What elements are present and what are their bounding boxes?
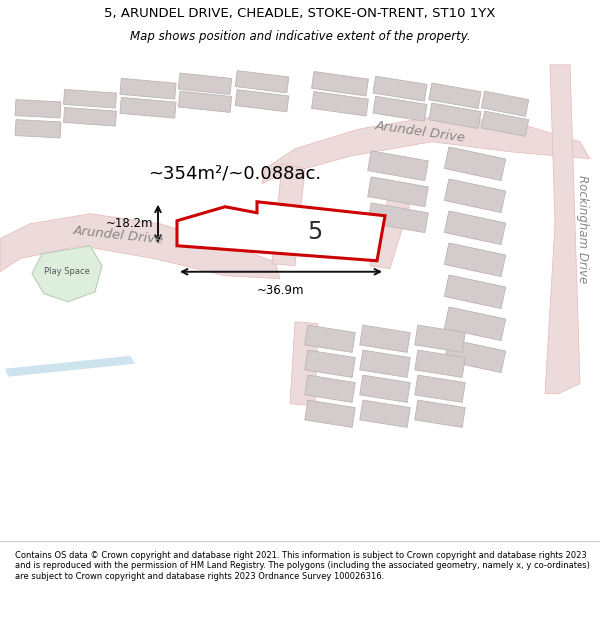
- Polygon shape: [481, 91, 529, 116]
- Text: ~36.9m: ~36.9m: [257, 284, 305, 297]
- Polygon shape: [305, 325, 355, 352]
- Polygon shape: [177, 202, 385, 261]
- Polygon shape: [415, 400, 465, 428]
- Polygon shape: [305, 375, 355, 402]
- Text: 5: 5: [307, 220, 323, 244]
- Polygon shape: [373, 76, 427, 101]
- Polygon shape: [545, 64, 580, 394]
- Polygon shape: [368, 177, 428, 207]
- Polygon shape: [445, 307, 506, 341]
- Polygon shape: [178, 73, 232, 94]
- Text: 5, ARUNDEL DRIVE, CHEADLE, STOKE-ON-TRENT, ST10 1YX: 5, ARUNDEL DRIVE, CHEADLE, STOKE-ON-TREN…: [104, 7, 496, 19]
- Text: Contains OS data © Crown copyright and database right 2021. This information is : Contains OS data © Crown copyright and d…: [15, 551, 590, 581]
- Polygon shape: [373, 96, 427, 121]
- Polygon shape: [311, 91, 368, 116]
- Polygon shape: [481, 111, 529, 136]
- Polygon shape: [120, 78, 176, 99]
- Polygon shape: [445, 243, 506, 276]
- Polygon shape: [415, 325, 465, 352]
- Text: Play Space: Play Space: [44, 268, 90, 276]
- Polygon shape: [120, 98, 176, 118]
- Polygon shape: [64, 89, 116, 108]
- Polygon shape: [445, 339, 506, 372]
- Polygon shape: [305, 350, 355, 378]
- Text: Rockingham Drive: Rockingham Drive: [575, 174, 589, 283]
- Polygon shape: [368, 151, 428, 181]
- Polygon shape: [360, 350, 410, 378]
- Polygon shape: [429, 103, 481, 129]
- Polygon shape: [368, 203, 428, 232]
- Polygon shape: [290, 322, 318, 406]
- Polygon shape: [360, 325, 410, 352]
- Polygon shape: [15, 119, 61, 138]
- Polygon shape: [415, 350, 465, 378]
- Text: ~354m²/~0.088ac.: ~354m²/~0.088ac.: [148, 165, 321, 182]
- Text: Arundel Drive: Arundel Drive: [374, 119, 466, 144]
- Polygon shape: [272, 164, 305, 266]
- Polygon shape: [32, 246, 102, 302]
- Polygon shape: [445, 147, 506, 181]
- Polygon shape: [311, 71, 368, 96]
- Polygon shape: [178, 91, 232, 112]
- Polygon shape: [0, 214, 280, 279]
- Polygon shape: [360, 375, 410, 402]
- Polygon shape: [445, 179, 506, 212]
- Polygon shape: [415, 375, 465, 402]
- Polygon shape: [235, 89, 289, 112]
- Polygon shape: [445, 275, 506, 309]
- Text: Map shows position and indicative extent of the property.: Map shows position and indicative extent…: [130, 30, 470, 43]
- Polygon shape: [360, 400, 410, 428]
- Polygon shape: [429, 83, 481, 109]
- Polygon shape: [64, 107, 116, 126]
- Polygon shape: [445, 211, 506, 244]
- Polygon shape: [15, 99, 61, 118]
- Polygon shape: [5, 356, 135, 377]
- Text: Arundel Drive: Arundel Drive: [72, 224, 164, 247]
- Polygon shape: [235, 71, 289, 93]
- Polygon shape: [305, 400, 355, 428]
- Polygon shape: [370, 199, 410, 269]
- Text: ~18.2m: ~18.2m: [106, 217, 153, 230]
- Polygon shape: [262, 116, 590, 184]
